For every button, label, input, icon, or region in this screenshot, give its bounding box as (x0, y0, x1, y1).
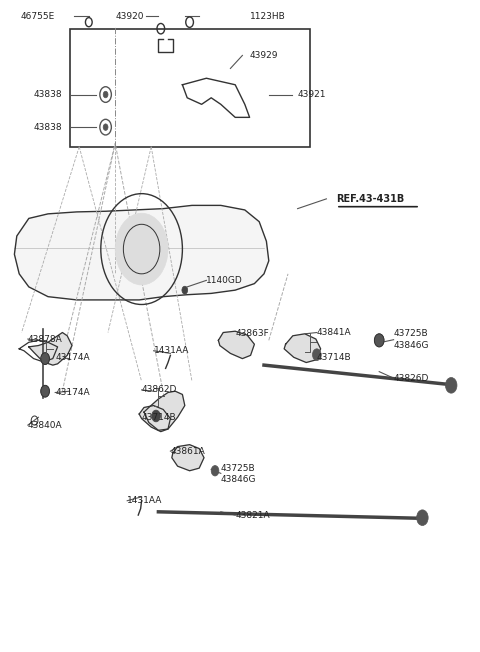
Circle shape (103, 91, 108, 98)
Text: 43841A: 43841A (317, 328, 351, 337)
Text: 43861A: 43861A (170, 447, 205, 456)
Polygon shape (144, 391, 185, 430)
Circle shape (152, 410, 160, 422)
Text: 43929: 43929 (250, 51, 278, 60)
Text: 43714B: 43714B (142, 413, 176, 422)
Circle shape (103, 124, 108, 130)
Text: 43862D: 43862D (142, 385, 177, 394)
Text: 43826D: 43826D (394, 374, 429, 383)
Circle shape (115, 213, 168, 285)
Circle shape (312, 349, 321, 361)
Text: 1431AA: 1431AA (154, 346, 189, 355)
Circle shape (182, 286, 188, 294)
Circle shape (417, 510, 428, 526)
Text: 43921: 43921 (298, 90, 326, 99)
Polygon shape (29, 333, 72, 365)
Circle shape (211, 466, 219, 476)
Text: 1431AA: 1431AA (127, 496, 163, 505)
Circle shape (41, 385, 49, 397)
Text: 43840A: 43840A (28, 421, 62, 430)
Text: 43878A: 43878A (28, 334, 62, 344)
Circle shape (445, 378, 457, 393)
Text: 43846G: 43846G (394, 341, 429, 350)
Polygon shape (14, 205, 269, 300)
Text: 43863F: 43863F (235, 329, 269, 338)
Text: 1123HB: 1123HB (250, 12, 285, 21)
Polygon shape (218, 331, 254, 359)
Text: 43838: 43838 (34, 90, 62, 99)
Polygon shape (172, 445, 204, 471)
Text: REF.43-431B: REF.43-431B (336, 194, 404, 204)
Polygon shape (139, 406, 170, 432)
Text: 43838: 43838 (34, 123, 62, 132)
Text: 43714B: 43714B (317, 353, 351, 362)
Text: 43174A: 43174A (55, 388, 90, 397)
Text: 43725B: 43725B (394, 329, 428, 338)
Text: 1140GD: 1140GD (206, 276, 243, 285)
Text: 46755E: 46755E (21, 12, 55, 21)
Text: 43725B: 43725B (221, 464, 255, 473)
Text: 43821A: 43821A (235, 511, 270, 520)
Circle shape (41, 353, 49, 364)
Text: 43846G: 43846G (221, 475, 256, 484)
Circle shape (374, 334, 384, 347)
Text: 43174A: 43174A (55, 353, 90, 362)
Text: 43920: 43920 (116, 12, 144, 21)
Polygon shape (284, 334, 321, 363)
